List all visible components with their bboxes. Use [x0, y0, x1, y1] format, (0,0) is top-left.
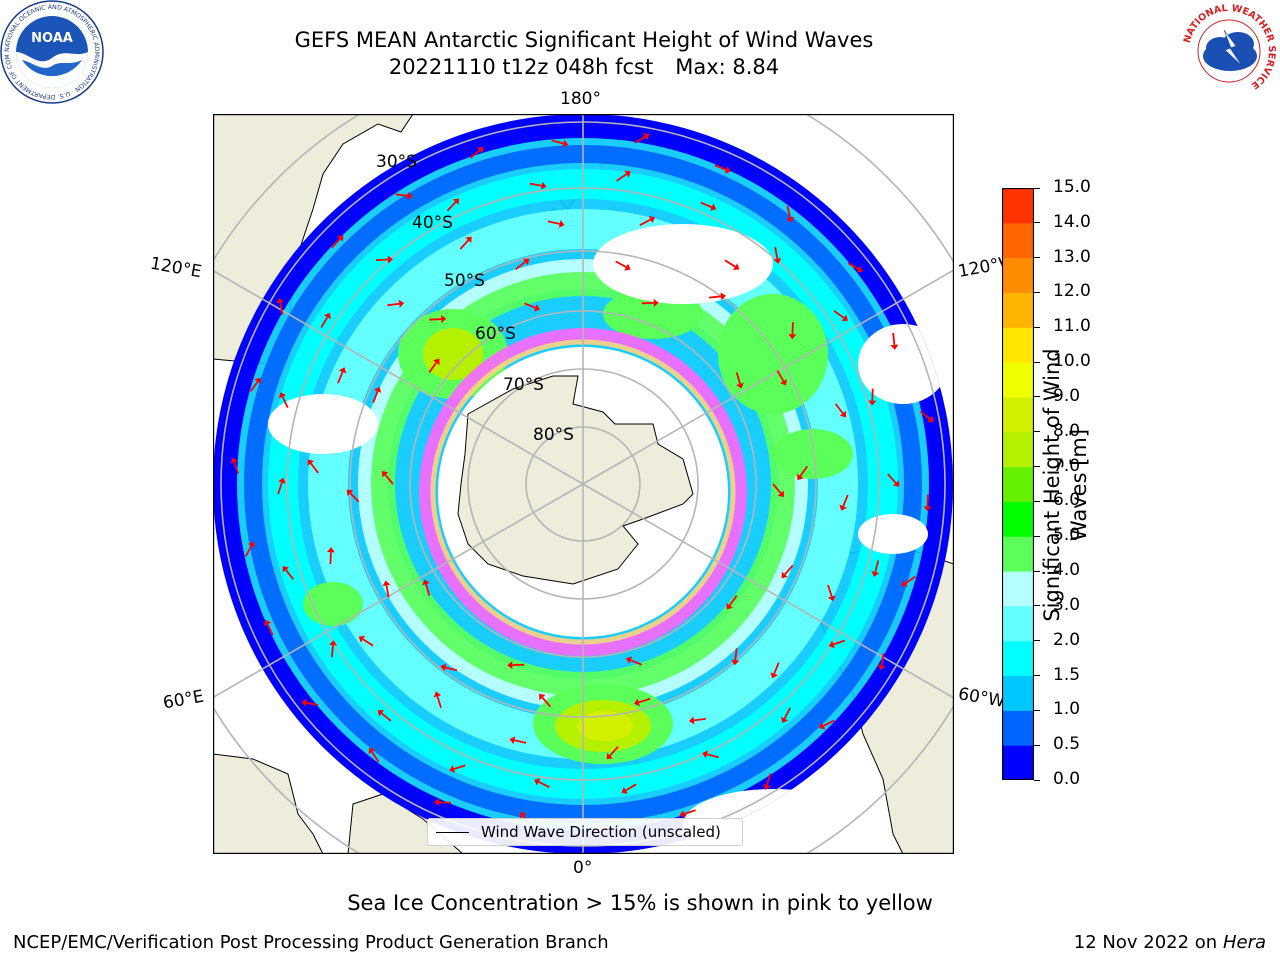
- colorbar-band: [1002, 223, 1034, 258]
- colorbar-band: [1002, 362, 1034, 397]
- colorbar-tick-label: 0.0: [1053, 769, 1080, 789]
- legend-label: Wind Wave Direction (unscaled): [481, 823, 721, 841]
- colorbar-band: [1002, 676, 1034, 711]
- colorbar-tick-label: 13.0: [1053, 247, 1091, 267]
- colorbar-tick: [1034, 188, 1040, 189]
- colorbar-band: [1002, 188, 1034, 223]
- colorbar-band: [1002, 467, 1034, 502]
- lon-label-180: 180°: [560, 89, 601, 109]
- nws-logo: NATIONAL WEATHER SERVICE: [1178, 0, 1280, 102]
- sea-ice-note: Sea Ice Concentration > 15% is shown in …: [0, 891, 1280, 915]
- colorbar-tick-label: 15.0: [1053, 177, 1091, 197]
- colorbar-band: [1002, 606, 1034, 641]
- wave-arrow-shaft: [376, 260, 388, 261]
- wave-arrow-shaft: [792, 322, 793, 334]
- chart-subtitle: 20221110 t12z 048h fcst Max: 8.84: [184, 54, 984, 80]
- colorbar-tick: [1034, 292, 1040, 293]
- colorbar-band: [1002, 432, 1034, 467]
- run-info: 20221110 t12z 048h fcst: [389, 55, 653, 79]
- colorbar-band: [1002, 745, 1034, 780]
- lon-label-60w: 60°W: [957, 684, 1007, 712]
- wave-arrow-shaft: [429, 319, 441, 320]
- colorbar-band: [1002, 710, 1034, 745]
- colorbar-tick: [1034, 745, 1040, 746]
- colorbar-band: [1002, 292, 1034, 327]
- lat-label-80s: 80°S: [533, 425, 574, 445]
- map-legend: Wind Wave Direction (unscaled): [427, 818, 743, 846]
- colorbar-tick: [1034, 780, 1040, 781]
- wave-arrow-shaft: [330, 552, 331, 564]
- lon-label-120e: 120°E: [149, 254, 203, 283]
- colorbar-tick: [1034, 257, 1040, 258]
- colorbar-tick-label: 12.0: [1053, 281, 1091, 301]
- colorbar-tick-label: 0.5: [1053, 734, 1080, 754]
- legend-line-swatch: [436, 832, 469, 833]
- wave-arrow-shaft: [332, 645, 333, 657]
- colorbar-band: [1002, 571, 1034, 606]
- chart-title: GEFS MEAN Antarctic Significant Height o…: [184, 27, 984, 53]
- wave-arrow-shaft: [439, 802, 451, 803]
- footer-credit: NCEP/EMC/Verification Post Processing Pr…: [13, 932, 609, 953]
- colorbar-band: [1002, 397, 1034, 432]
- lat-label-40s: 40°S: [412, 213, 453, 233]
- lat-label-60s: 60°S: [475, 324, 516, 344]
- colorbar-band: [1002, 536, 1034, 571]
- lon-label-0: 0°: [573, 858, 592, 878]
- colorbar-band: [1002, 641, 1034, 676]
- colorbar-tick: [1034, 222, 1040, 223]
- colorbar-tick: [1034, 675, 1040, 676]
- colorbar-tick: [1034, 640, 1040, 641]
- wave-arrow-shaft: [893, 333, 894, 345]
- colorbar-tick: [1034, 710, 1040, 711]
- svg-text:NOAA: NOAA: [31, 31, 73, 46]
- colorbar-tick-label: 14.0: [1053, 212, 1091, 232]
- colorbar-tick-label: 11.0: [1053, 316, 1091, 336]
- lat-label-30s: 30°S: [376, 152, 417, 172]
- colorbar: [1002, 188, 1034, 780]
- colorbar-tick-label: 1.0: [1053, 699, 1080, 719]
- colorbar-title: Significant Height of Wind Waves [m]: [1039, 335, 1093, 635]
- colorbar-band: [1002, 501, 1034, 536]
- map-panel: [213, 114, 954, 854]
- footer-host: Hera: [1223, 932, 1266, 953]
- colorbar-tick-label: 1.5: [1053, 665, 1080, 685]
- footer-date: 12 Nov 2022 on Hera: [1074, 932, 1266, 953]
- lon-label-60e: 60°E: [162, 687, 206, 714]
- lat-label-50s: 50°S: [444, 271, 485, 291]
- noaa-logo: NATIONAL OCEANIC AND ATMOSPHERIC ADMINIS…: [0, 0, 104, 104]
- lat-label-70s: 70°S: [503, 375, 544, 395]
- footer-date-text: 12 Nov 2022 on: [1074, 932, 1217, 953]
- colorbar-band: [1002, 327, 1034, 362]
- wave-arrow-shaft: [709, 296, 721, 297]
- colorbar-band: [1002, 258, 1034, 293]
- colorbar-tick: [1034, 327, 1040, 328]
- max-value: Max: 8.84: [675, 55, 779, 79]
